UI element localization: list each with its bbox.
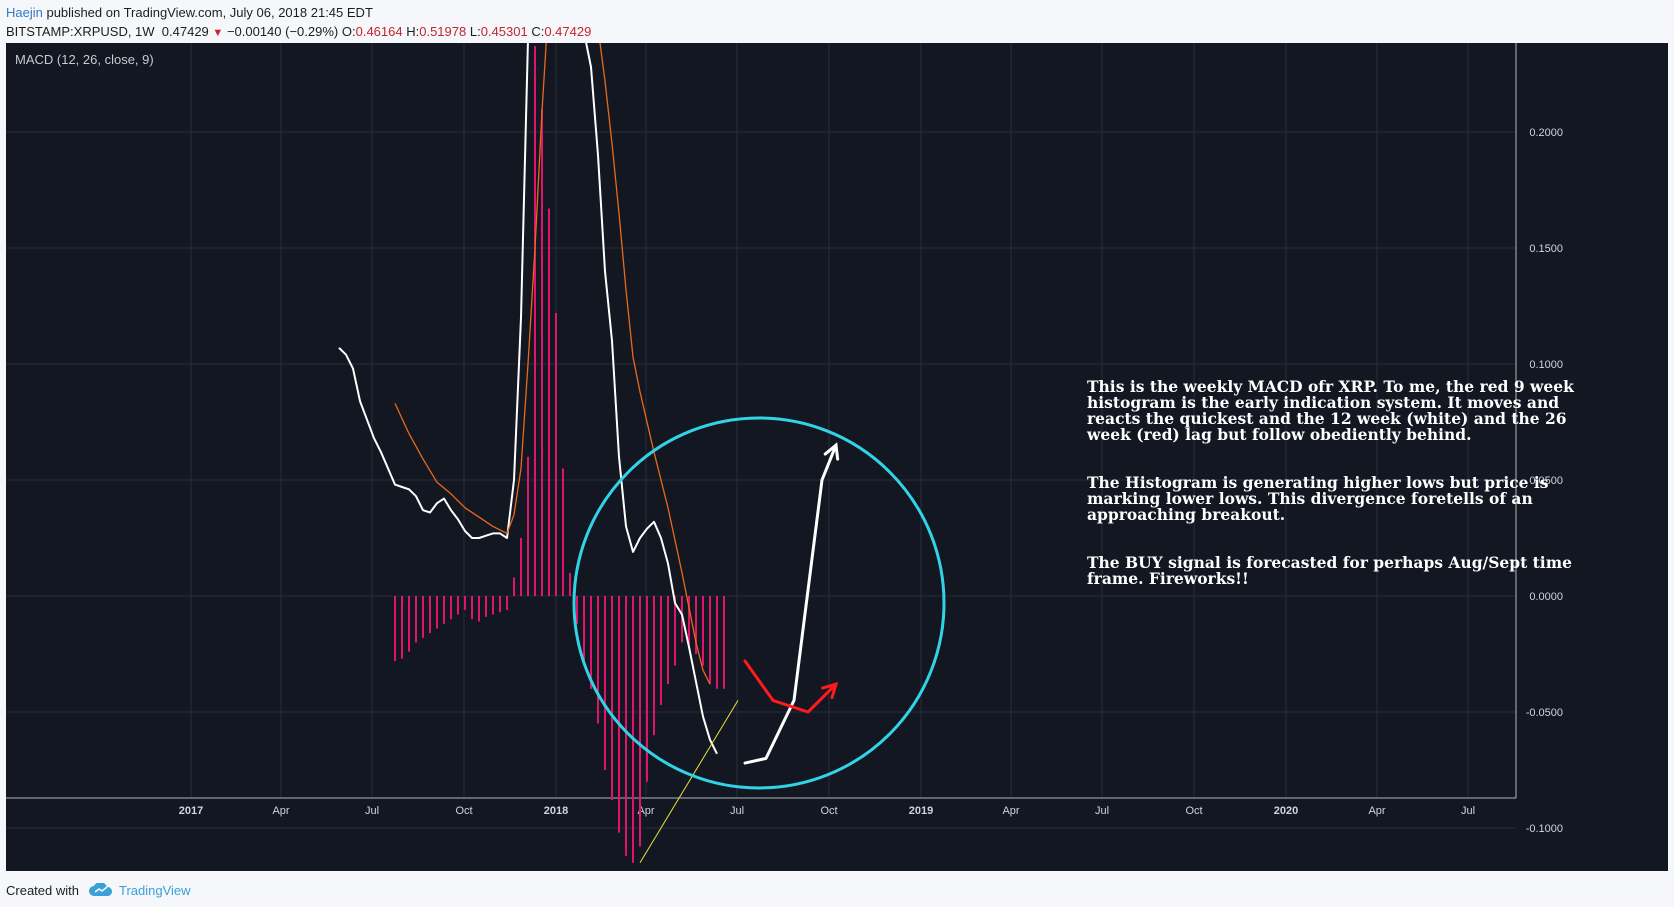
y-tick-label: 0.2000 — [1529, 127, 1563, 139]
open-label: O: — [341, 24, 356, 39]
y-tick-label: 0.0000 — [1529, 591, 1563, 603]
highlight-circle — [572, 416, 946, 790]
high-value: 0.51978 — [419, 24, 467, 39]
x-tick-label: Apr — [1368, 805, 1385, 817]
low-label: L: — [469, 24, 481, 39]
indicator-label[interactable]: MACD (12, 26, close, 9) — [15, 52, 154, 67]
annotation-note-1: This is the weekly MACD ofr XRP. To me, … — [1087, 377, 1574, 444]
author-link[interactable]: Haejin — [6, 5, 43, 20]
chart-panel[interactable]: 0.45000.40000.35000.30000.25000.20000.15… — [6, 0, 1668, 871]
annotation-note-3: The BUY signal is forecasted for perhaps… — [1087, 553, 1572, 588]
last-price: 0.47429 — [161, 24, 209, 39]
open-value: 0.46164 — [355, 24, 403, 39]
tradingview-cloud-icon — [89, 883, 113, 897]
x-tick-label: Apr — [1002, 805, 1019, 817]
price-change: −0.00140 (−0.29%) — [226, 24, 339, 39]
histogram-trend-line — [639, 700, 739, 864]
low-value: 0.45301 — [480, 24, 528, 39]
footer: Created with TradingView — [6, 880, 191, 900]
y-tick-label: 0.1000 — [1529, 359, 1563, 371]
x-tick-label: Apr — [637, 805, 654, 817]
x-tick-label: Oct — [1185, 805, 1202, 817]
symbol-line: BITSTAMP:XRPUSD, 1W 0.47429 ▼ −0.00140 (… — [6, 22, 1666, 41]
annotation-note-2: The Histogram is generating higher lows … — [1087, 473, 1549, 524]
published-text: published on TradingView.com, July 06, 2… — [42, 5, 373, 20]
forecast-white-arrowhead — [823, 442, 840, 461]
x-tick-label: Jul — [365, 805, 379, 817]
macd-chart[interactable]: 0.45000.40000.35000.30000.25000.20000.15… — [6, 0, 1668, 871]
close-label: C: — [531, 24, 545, 39]
publication-line: Haejin published on TradingView.com, Jul… — [6, 3, 1666, 22]
tradingview-link[interactable]: TradingView — [118, 882, 191, 898]
down-triangle-icon: ▼ — [212, 27, 224, 39]
forecast-red-arrow — [743, 659, 838, 714]
publication-header: Haejin published on TradingView.com, Jul… — [6, 3, 1666, 41]
x-tick-label: 2018 — [544, 805, 568, 817]
y-tick-label: -0.0500 — [1526, 707, 1563, 719]
x-tick-label: 2020 — [1274, 805, 1298, 817]
created-with-text: Created with — [6, 882, 79, 898]
close-value: 0.47429 — [544, 24, 592, 39]
forecast-white-arrow — [743, 443, 838, 765]
x-tick-label: Apr — [272, 805, 289, 817]
x-tick-label: Oct — [820, 805, 837, 817]
y-tick-label: 0.1500 — [1529, 243, 1563, 255]
forecast-red-arrowhead — [821, 681, 839, 700]
x-tick-label: Jul — [730, 805, 744, 817]
x-tick-label: 2019 — [909, 805, 933, 817]
high-label: H: — [406, 24, 420, 39]
y-tick-label: -0.1000 — [1526, 823, 1563, 835]
symbol-label: BITSTAMP:XRPUSD, 1W — [6, 24, 155, 39]
y-tick-label: 0.0500 — [1529, 475, 1563, 487]
x-tick-label: Jul — [1461, 805, 1475, 817]
x-tick-label: Oct — [455, 805, 472, 817]
x-tick-label: Jul — [1095, 805, 1109, 817]
signal-line — [394, 0, 711, 685]
x-tick-label: 2017 — [179, 805, 203, 817]
